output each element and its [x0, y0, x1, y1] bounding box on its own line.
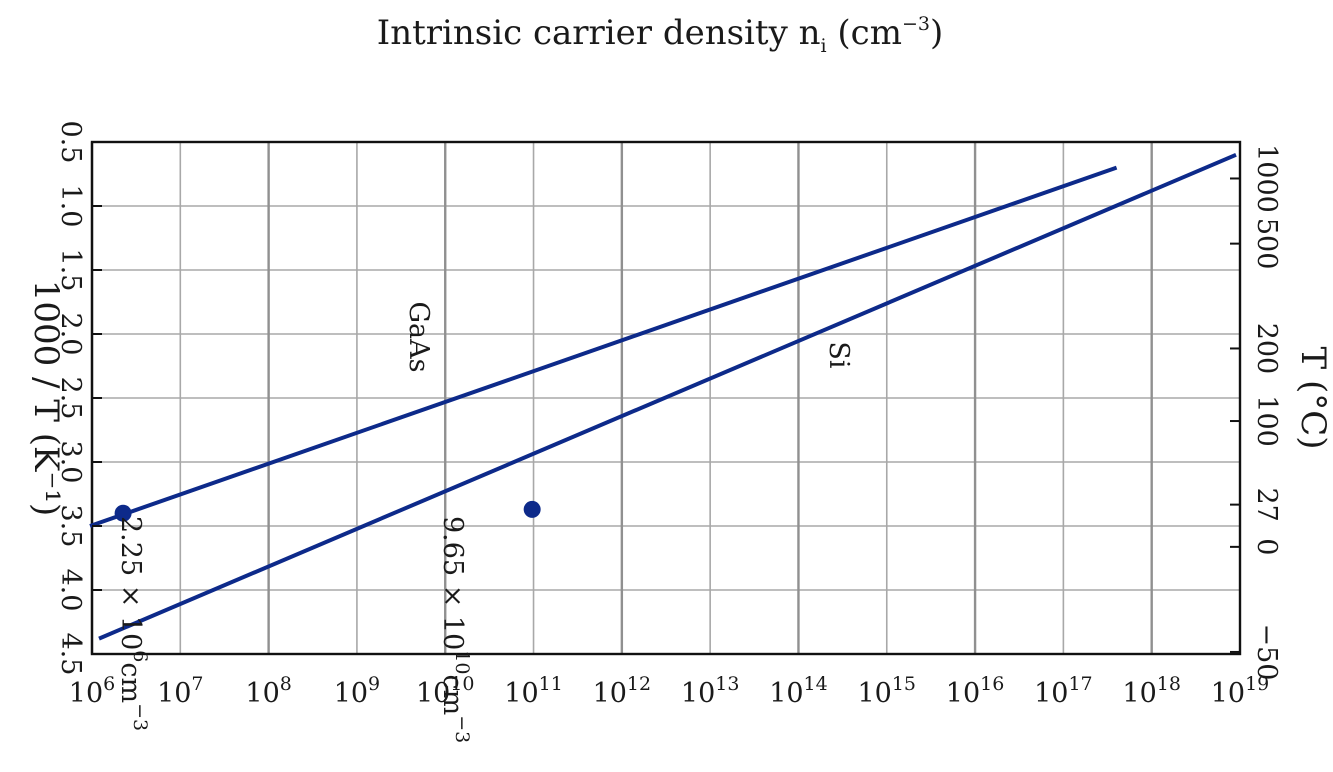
temp-tick-label: 1000: [1251, 144, 1282, 213]
y-tick-group: 1013: [681, 673, 740, 709]
y-tick-label: 1011: [504, 673, 563, 709]
secondary-axis-title: T (°C): [1293, 346, 1333, 449]
x-axis-title: 1000 / T (K⁻¹): [26, 280, 66, 517]
temp-tick-label: 100: [1251, 395, 1282, 447]
x-tick-label: 2.0: [55, 313, 86, 356]
x-tick-label: 1.0: [55, 185, 86, 228]
y-tick-label: 1014: [769, 673, 828, 709]
temp-tick-label: 0: [1251, 538, 1282, 555]
y-tick-label: 1013: [681, 673, 740, 709]
y-tick-label: 1010: [416, 673, 475, 709]
y-tick-group: 1014: [769, 673, 828, 709]
y-tick-label: 106: [69, 673, 115, 709]
x-axis-ticks: 0.5 1.0 1.5 2.0 2.5 3.0 3.5 4.0 4.5: [55, 121, 102, 676]
y-tick-label: 108: [245, 673, 291, 709]
x-tick-label: 3.5: [55, 505, 86, 548]
y-axis-ticks: 106 107 108 109 1010 1011 1012 1013 1014 1015 1016…: [69, 673, 1270, 709]
x-tick-label: 4.5: [55, 633, 86, 676]
data-point-si: [523, 500, 541, 518]
temperature-axis-ticks: 1000 500 200 100 27 0 −50: [1230, 144, 1282, 680]
y-tick-label: 1015: [857, 673, 916, 709]
x-tick-label: 0.5: [55, 121, 86, 164]
rotated-figure: 0.5 1.0 1.5 2.0 2.5 3.0 3.5 4.0 4.5 106 107 108 109…: [26, 121, 1333, 744]
y-tick-group: 1012: [593, 673, 652, 709]
y-tick-group: 1011: [504, 673, 563, 709]
temp-tick-label: 27: [1251, 487, 1282, 521]
point-label-si: 9.65 × 1010cm−3: [437, 516, 473, 743]
y-tick-label: 1016: [946, 673, 1005, 709]
y-tick-group: 1017: [1034, 673, 1093, 709]
x-tick-label: 4.0: [55, 569, 86, 612]
y-tick-group: 1015: [857, 673, 916, 709]
y-tick-label: 1012: [593, 673, 652, 709]
chart-title: Intrinsic carrier density ni (cm−3): [377, 13, 943, 57]
point-label-gaas: 2.25 × 106cm−3: [115, 516, 151, 731]
series-label-si: Si: [823, 341, 854, 368]
y-tick-group: 1018: [1122, 673, 1181, 709]
temp-tick-label: −50: [1251, 623, 1282, 680]
y-tick-group: 109: [334, 673, 380, 709]
x-tick-label: 3.0: [55, 441, 86, 484]
y-tick-group: 108: [245, 673, 291, 709]
y-tick-group: 107: [157, 673, 203, 709]
y-tick-group: 1010: [416, 673, 475, 709]
x-tick-label: 2.5: [55, 377, 86, 420]
series-line-gaas: [89, 165, 1118, 528]
y-tick-label: 1018: [1122, 673, 1181, 709]
temp-tick-label: 500: [1251, 218, 1282, 270]
series-layer: [89, 152, 1237, 641]
temp-tick-label: 200: [1251, 323, 1282, 375]
y-tick-label: 109: [334, 673, 380, 709]
y-tick-label: 1019: [1211, 673, 1270, 709]
series-label-gaas: GaAs: [403, 301, 434, 372]
series-line-si: [98, 152, 1237, 641]
y-tick-label: 107: [157, 673, 203, 709]
y-tick-group: 1019: [1211, 673, 1270, 709]
y-tick-group: 1016: [946, 673, 1005, 709]
data-point-gaas: [114, 504, 132, 522]
y-tick-group: 106: [69, 673, 115, 709]
x-tick-label: 1.5: [55, 249, 86, 292]
y-tick-label: 1017: [1034, 673, 1093, 709]
